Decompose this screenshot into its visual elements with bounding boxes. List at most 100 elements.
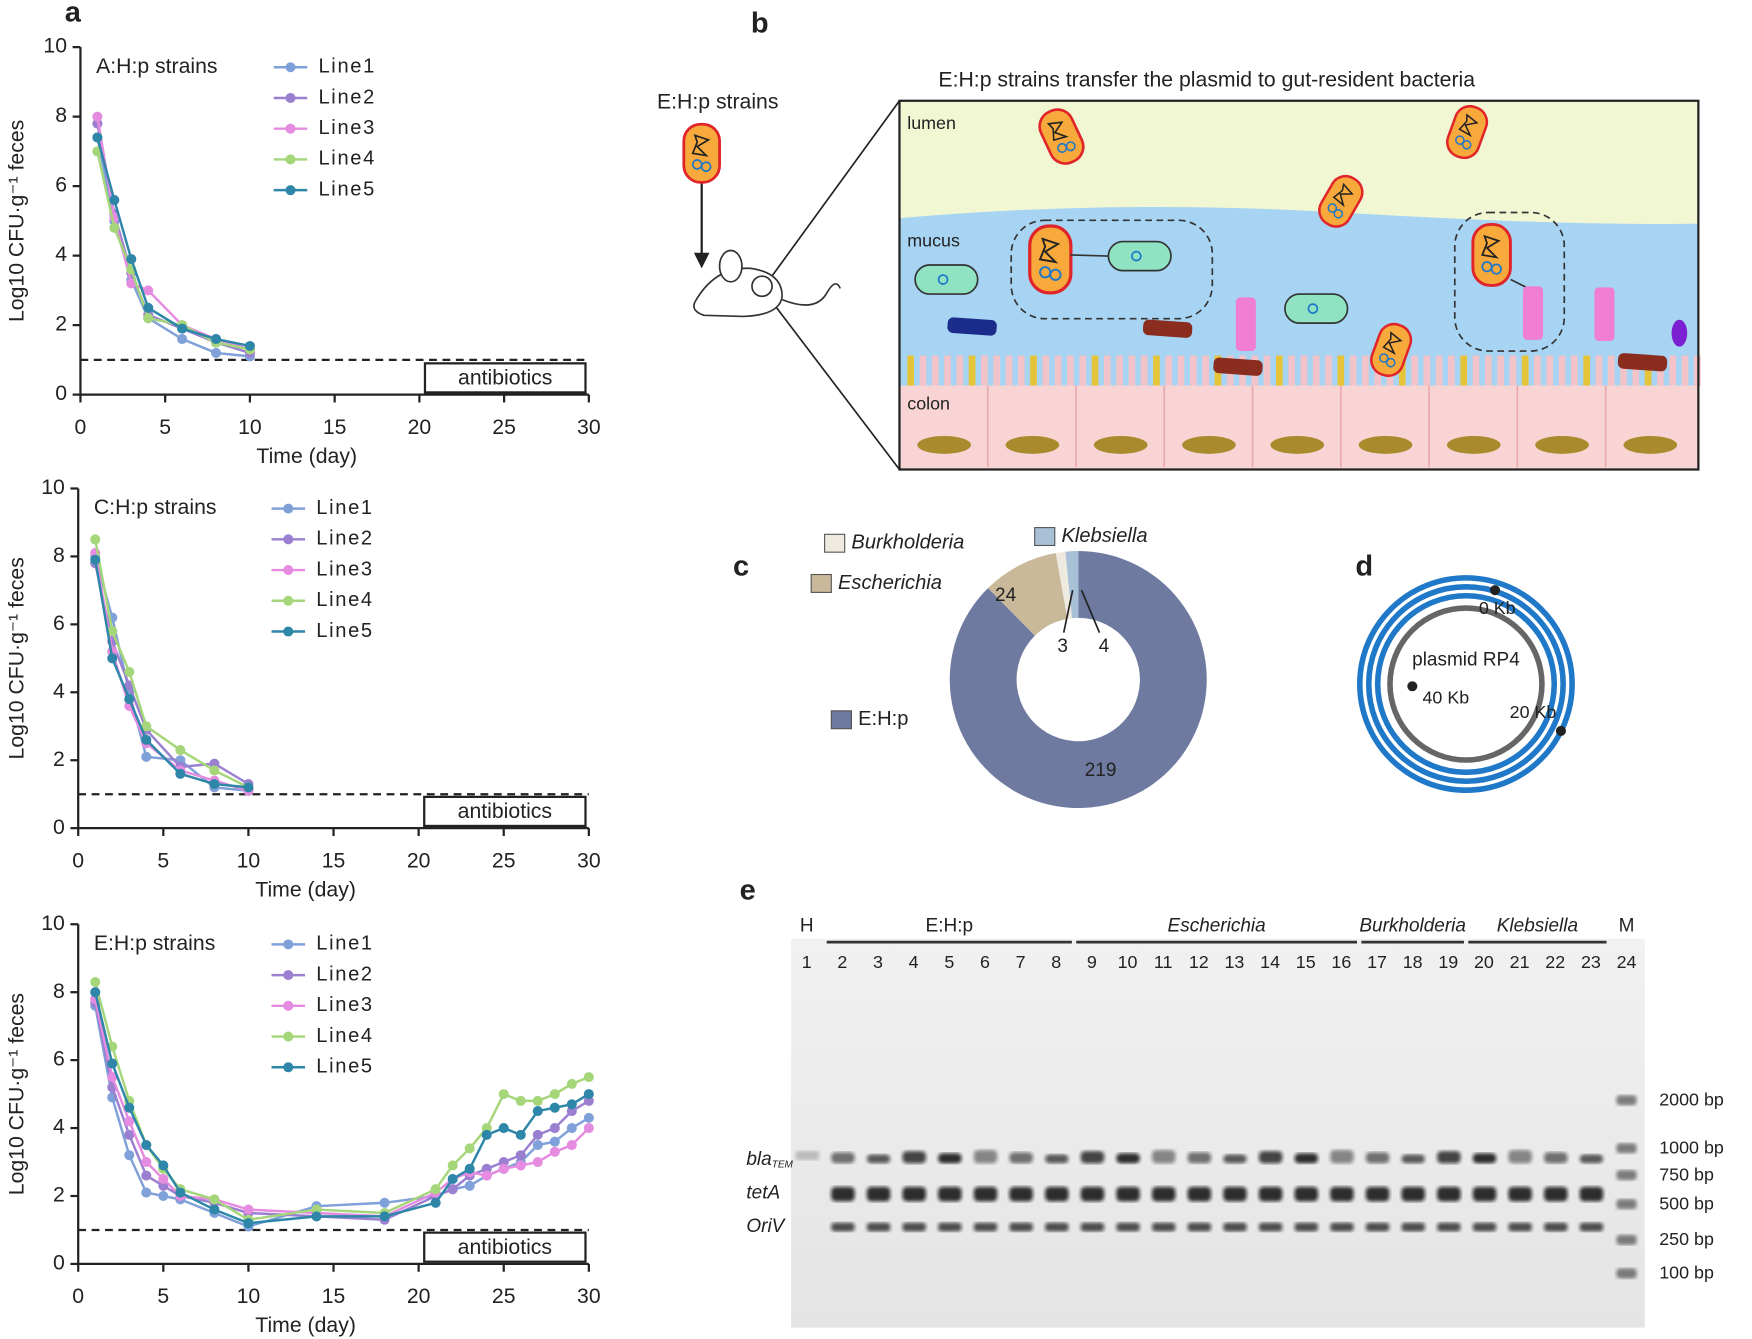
villus <box>1325 355 1332 386</box>
data-point <box>515 1129 526 1140</box>
x-tick-label: 0 <box>72 849 84 872</box>
data-point <box>583 1112 594 1123</box>
data-point <box>107 653 118 664</box>
band <box>1472 1186 1497 1202</box>
band <box>1009 1152 1033 1164</box>
lane-number: 6 <box>980 952 990 972</box>
villus <box>1435 355 1443 386</box>
band <box>1009 1186 1033 1202</box>
villus <box>1153 355 1160 386</box>
band <box>1437 1186 1461 1202</box>
x-tick-label: 25 <box>492 1285 516 1308</box>
legend-label: Line3 <box>318 117 376 139</box>
band-label: OriV <box>746 1216 786 1237</box>
data-point <box>532 1140 543 1151</box>
legend-label: Escherichia <box>838 572 942 594</box>
mouse <box>693 249 842 318</box>
band <box>1544 1222 1568 1232</box>
data-point <box>141 1187 152 1198</box>
plasmid-name: plasmid RP4 <box>1412 650 1520 671</box>
villus <box>1263 355 1271 386</box>
x-tick-label: 30 <box>577 416 601 439</box>
data-point <box>126 254 137 265</box>
pie-slice <box>1055 551 1073 619</box>
band <box>1009 1222 1033 1232</box>
y-tick-label: 8 <box>55 104 67 127</box>
band <box>1223 1186 1247 1202</box>
cell <box>1028 224 1073 295</box>
marker-band <box>1616 1268 1637 1279</box>
data-point <box>177 323 188 334</box>
lane-number: 15 <box>1296 952 1316 972</box>
villus <box>1423 355 1431 386</box>
colon-cells <box>917 385 1678 468</box>
cell <box>1471 222 1512 287</box>
group-label: Escherichia <box>1168 916 1266 937</box>
nucleus <box>1005 435 1060 454</box>
band <box>1365 1222 1390 1232</box>
data-point <box>583 1123 594 1134</box>
data-point <box>498 1089 509 1100</box>
data-point <box>209 1204 220 1215</box>
value-label: 3 <box>1057 636 1068 657</box>
pilus <box>1070 254 1109 257</box>
lane-number: 10 <box>1118 952 1138 972</box>
band <box>1330 1149 1354 1164</box>
band <box>973 1222 998 1232</box>
data-point <box>141 751 152 762</box>
legend-marker <box>285 123 296 134</box>
layer-label: lumen <box>907 113 956 133</box>
resident-bacterium <box>1107 240 1172 272</box>
villus <box>1202 355 1209 386</box>
villus <box>1054 355 1062 386</box>
value-label: 4 <box>1099 636 1110 657</box>
series-line <box>94 559 249 789</box>
lane-number: 2 <box>837 952 847 972</box>
band <box>1294 1222 1319 1232</box>
pie-slice <box>1065 551 1079 619</box>
marker-label: 100 bp <box>1659 1263 1714 1283</box>
lane-number: 20 <box>1474 952 1494 972</box>
bacterium <box>682 122 721 184</box>
villus <box>1497 355 1504 386</box>
data-point <box>210 334 222 345</box>
data-point <box>464 1143 475 1154</box>
data-point <box>532 1095 543 1106</box>
villus <box>1165 355 1173 386</box>
data-point <box>158 1190 169 1202</box>
villus <box>968 355 976 386</box>
x-tick-label: 25 <box>492 416 516 439</box>
y-tick-label: 4 <box>53 1116 65 1139</box>
villus <box>1128 355 1136 386</box>
y-tick-label: 4 <box>55 243 67 266</box>
villus <box>1030 355 1037 386</box>
data-point <box>210 347 222 358</box>
legend-marker <box>283 970 294 981</box>
marker-band <box>1616 1170 1637 1181</box>
nucleus <box>1270 435 1325 454</box>
villus <box>1472 355 1480 386</box>
data-point <box>549 1136 560 1147</box>
legend-label: Klebsiella <box>1061 525 1147 547</box>
rod-bacterium <box>947 317 997 336</box>
legend-label: Line2 <box>318 86 376 108</box>
band <box>1151 1186 1176 1202</box>
lane-number: 7 <box>1016 952 1026 972</box>
rod-bacterium <box>1213 357 1263 376</box>
rod-bacterium <box>1617 353 1668 372</box>
data-point <box>209 778 220 790</box>
legend-label: Line1 <box>318 56 376 78</box>
panel-label: c <box>733 550 749 582</box>
data-point <box>481 1129 492 1140</box>
band <box>1187 1186 1212 1202</box>
x-axis-label: Time (day) <box>255 1314 356 1337</box>
legend-label: Line5 <box>316 620 374 642</box>
legend-label: E:H:p <box>858 708 908 730</box>
villus <box>1681 355 1689 386</box>
lane-number: 18 <box>1403 952 1423 972</box>
marker-band <box>1616 1143 1637 1154</box>
x-tick-label: 15 <box>322 1285 346 1308</box>
band <box>938 1153 962 1164</box>
zoom-line <box>764 292 901 471</box>
